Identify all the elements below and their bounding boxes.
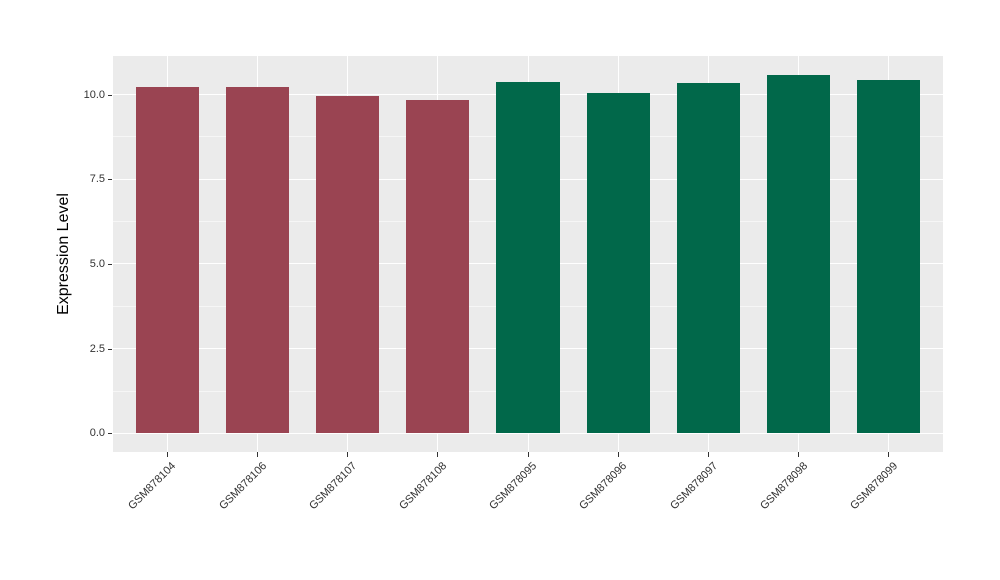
- x-tick-label-text: GSM878095: [487, 460, 540, 513]
- bar-GSM878108: [406, 100, 470, 434]
- bar-GSM878096: [586, 92, 650, 434]
- x-tick-mark: [527, 452, 529, 457]
- bar-GSM878104: [135, 87, 199, 434]
- y-tick-mark: [108, 263, 112, 265]
- x-tick-label-text: GSM878099: [848, 460, 901, 513]
- gridline-horizontal-major: [113, 432, 943, 434]
- y-tick-label: 2.5: [89, 342, 105, 355]
- y-tick-label: 7.5: [89, 173, 105, 186]
- bar-GSM878097: [676, 83, 740, 434]
- plot-panel: [113, 56, 943, 452]
- x-tick-mark: [707, 452, 709, 457]
- x-tick-mark: [347, 452, 349, 457]
- x-tick-mark: [437, 452, 439, 457]
- x-tick-label-text: GSM878108: [397, 460, 450, 513]
- y-tick-label: 5.0: [89, 257, 105, 270]
- x-tick-label-text: GSM878096: [577, 460, 630, 513]
- x-tick-mark: [617, 452, 619, 457]
- x-tick-label-text: GSM878107: [306, 460, 360, 513]
- bar-GSM878099: [857, 80, 921, 434]
- bar-GSM878106: [225, 87, 289, 434]
- y-tick-label: 10.0: [83, 88, 105, 101]
- x-tick-mark: [798, 452, 800, 457]
- y-tick-mark: [108, 179, 112, 181]
- bar-GSM878098: [767, 74, 831, 434]
- bar-GSM878107: [315, 95, 380, 434]
- x-tick-mark: [888, 452, 890, 457]
- y-tick-mark: [108, 348, 112, 350]
- x-tick-mark: [256, 452, 258, 457]
- x-tick-label-text: GSM878097: [667, 460, 720, 513]
- y-axis-title: Expression Level: [55, 193, 72, 315]
- x-tick-label-text: GSM878104: [126, 460, 179, 513]
- x-tick-mark: [166, 452, 168, 457]
- y-tick-label: 0.0: [89, 427, 105, 440]
- y-tick-mark: [108, 94, 112, 96]
- x-tick-label-text: GSM878098: [757, 460, 811, 513]
- bar-GSM878095: [496, 81, 560, 434]
- x-tick-label-text: GSM878106: [216, 460, 269, 513]
- y-tick-mark: [108, 433, 112, 435]
